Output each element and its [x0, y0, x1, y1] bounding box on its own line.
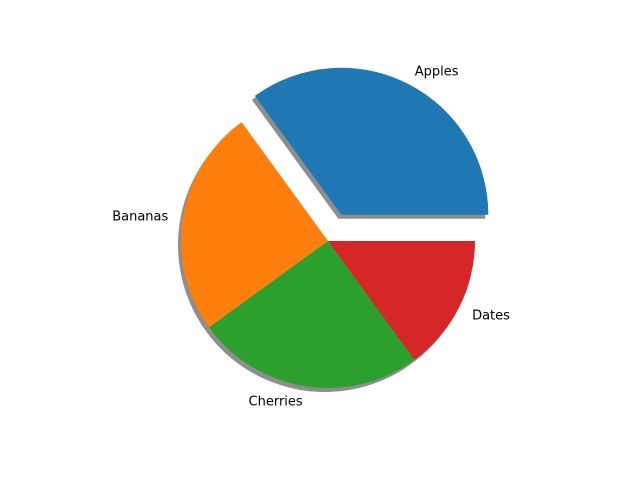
label-bananas: Bananas: [112, 210, 168, 225]
pie-labels: Apples Bananas Cherries Dates: [112, 65, 510, 410]
label-cherries: Cherries: [249, 395, 303, 410]
wedge-cherries: [209, 241, 415, 388]
wedge-bananas: [181, 122, 328, 328]
pie-wedges: [181, 67, 489, 388]
wedge-dates: [328, 241, 475, 360]
wedge-apples: [254, 67, 489, 215]
label-dates: Dates: [472, 308, 510, 323]
label-apples: Apples: [415, 65, 459, 80]
